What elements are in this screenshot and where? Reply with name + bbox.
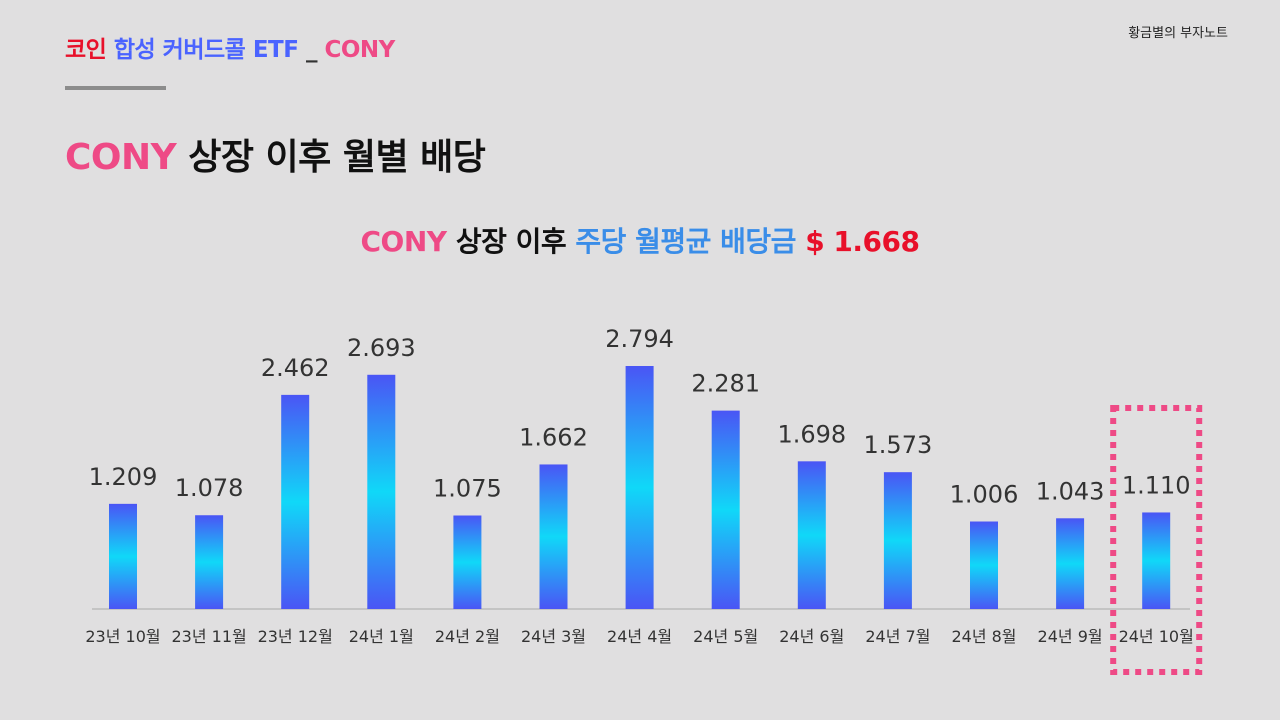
- bar-1: [109, 503, 137, 609]
- bar-2: [195, 515, 224, 609]
- header-part3: CONY: [324, 37, 395, 63]
- chart-title: CONY 상장 이후 주당 월평균 배당금 $ 1.668: [0, 220, 1280, 260]
- tick-label-2: 23년 11월: [171, 627, 246, 646]
- value-label-3: 2.462: [261, 354, 330, 382]
- bar-7: [625, 366, 654, 609]
- chart-title-blue: 주당 월평균 배당금: [575, 225, 796, 258]
- tick-label-10: 24년 7월: [865, 627, 930, 646]
- bar-12: [1056, 518, 1085, 609]
- tick-label-12: 24년 9월: [1038, 627, 1103, 646]
- tick-label-7: 24년 4월: [607, 627, 672, 646]
- value-label-12: 1.043: [1036, 477, 1105, 505]
- header-part2: 합성 커버드콜 ETF: [113, 37, 299, 63]
- tick-label-6: 24년 3월: [521, 627, 586, 646]
- chart-title-mid: 상장 이후: [455, 225, 567, 258]
- bar-5: [453, 515, 482, 609]
- value-label-11: 1.006: [950, 481, 1019, 509]
- header-part1: 코인: [65, 37, 107, 63]
- tick-label-8: 24년 5월: [693, 627, 758, 646]
- bar-9: [797, 461, 826, 609]
- bar-11: [970, 521, 998, 609]
- highlight-box: [1110, 405, 1203, 675]
- bar-4: [367, 374, 396, 609]
- header-underline: [65, 86, 166, 90]
- value-label-10: 1.573: [864, 431, 933, 459]
- page-title-rest: 상장 이후 월별 배당: [188, 137, 486, 178]
- value-label-2: 1.078: [175, 474, 244, 502]
- header-title: 코인 합성 커버드콜 ETF _ CONY: [65, 30, 395, 64]
- chart-title-ticker: CONY: [360, 225, 448, 258]
- bar-8: [711, 410, 740, 609]
- value-label-1: 1.209: [89, 463, 158, 491]
- value-label-4: 2.693: [347, 334, 416, 362]
- value-label-9: 1.698: [777, 420, 846, 448]
- page-title-ticker: CONY: [65, 137, 177, 178]
- tick-label-11: 24년 8월: [951, 627, 1016, 646]
- tick-label-1: 23년 10월: [85, 627, 160, 646]
- tick-label-3: 23년 12월: [258, 627, 333, 646]
- value-label-6: 1.662: [519, 423, 588, 451]
- brand-name: 황금별의 부자노트: [1128, 26, 1228, 41]
- chart-title-average: $ 1.668: [805, 225, 920, 258]
- header-sep: _: [305, 37, 318, 63]
- tick-label-4: 24년 1월: [349, 627, 414, 646]
- value-label-13: 1.110: [1122, 471, 1191, 499]
- tick-label-5: 24년 2월: [435, 627, 500, 646]
- bar-13: [1142, 512, 1171, 609]
- bar-6: [539, 464, 568, 609]
- bar-3: [281, 394, 310, 609]
- tick-label-13: 24년 10월: [1119, 627, 1194, 646]
- value-label-8: 2.281: [691, 370, 760, 398]
- bar-10: [883, 472, 912, 609]
- page-title: CONY 상장 이후 월별 배당: [65, 128, 486, 180]
- value-label-5: 1.075: [433, 475, 502, 503]
- value-label-7: 2.794: [605, 325, 674, 353]
- tick-label-9: 24년 6월: [779, 627, 844, 646]
